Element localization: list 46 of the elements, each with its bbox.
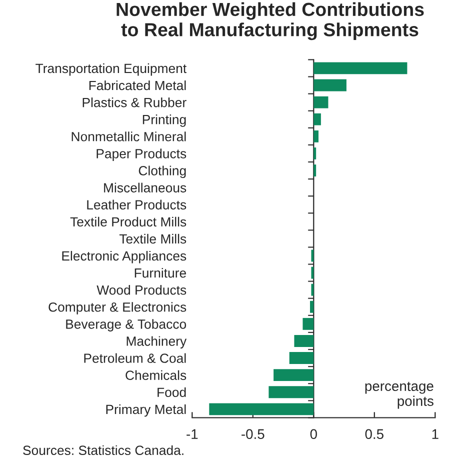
x-tick-label: -0.5: [242, 429, 264, 440]
bar: [314, 164, 316, 176]
bar: [314, 130, 319, 142]
bar: [209, 403, 314, 416]
y-tick-label: Wood Products: [96, 285, 186, 295]
y-tick-label: Textile Mills: [119, 234, 186, 244]
y-tick-label: Food: [158, 387, 186, 398]
y-tick-label: Petroleum & Coal: [84, 353, 186, 363]
y-tick-label: Beverage & Tobacco: [66, 319, 186, 332]
bar: [311, 284, 314, 296]
y-tick-label: Nonmetallic Mineral: [72, 132, 186, 142]
bar: [314, 147, 316, 160]
y-tick-label: Furniture: [134, 268, 186, 278]
y-tick-label: Computer & Electronics: [48, 302, 186, 314]
source-note: Sources: Statistics Canada.: [23, 445, 184, 456]
y-tick-label: Printing: [142, 114, 186, 127]
bar: [294, 335, 314, 347]
y-tick-label: Miscellaneous: [104, 182, 186, 192]
y-tick-label: Machinery: [126, 336, 187, 348]
chart-title: November Weighted Contributions to Real Manufacturing Shipments: [116, 2, 424, 40]
bar: [289, 352, 314, 364]
bar: [314, 79, 346, 92]
y-tick-label: Chemicals: [126, 370, 186, 380]
x-tick-label: -1: [186, 429, 198, 439]
annotation: percentage points: [365, 382, 434, 409]
y-tick-label: Electronic Appliances: [62, 250, 186, 264]
y-tick-label: Primary Metal: [106, 404, 186, 417]
bar: [268, 386, 314, 398]
y-tick-label: Textile Product Mills: [70, 216, 186, 227]
y-tick-label: Fabricated Metal: [89, 80, 186, 90]
bar: [314, 113, 321, 126]
bar: [314, 96, 328, 108]
y-tick-label: Leather Products: [87, 200, 186, 210]
y-tick-label: Paper Products: [96, 148, 186, 161]
x-tick-label: 0.5: [365, 429, 384, 440]
x-tick-label: 0: [310, 429, 317, 440]
bar: [314, 62, 408, 74]
bar: [311, 250, 314, 262]
bar: [274, 369, 314, 382]
y-tick-label: Clothing: [138, 166, 186, 178]
x-tick-label: 1: [432, 429, 438, 439]
bar: [302, 318, 314, 330]
bar: [311, 266, 314, 279]
y-tick-label: Transportation Equipment: [36, 63, 187, 76]
bar: [310, 300, 314, 313]
y-tick-label: Plastics & Rubber: [82, 98, 186, 108]
